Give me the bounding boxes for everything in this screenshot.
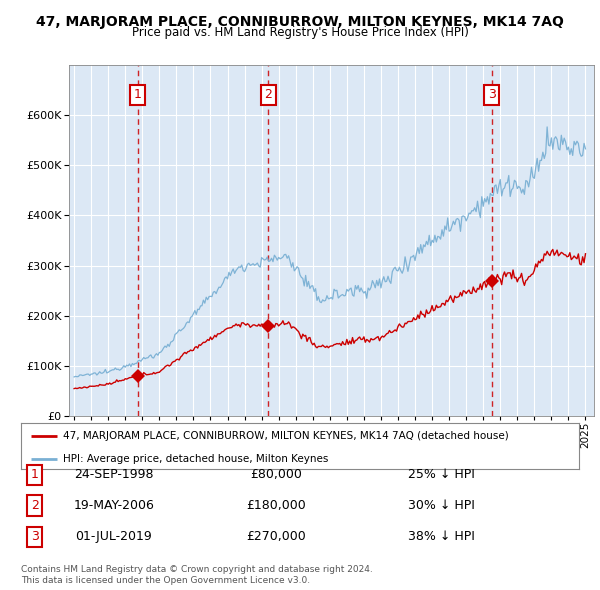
Text: 1: 1 bbox=[31, 468, 39, 481]
Text: Contains HM Land Registry data © Crown copyright and database right 2024.
This d: Contains HM Land Registry data © Crown c… bbox=[21, 565, 373, 585]
Text: HPI: Average price, detached house, Milton Keynes: HPI: Average price, detached house, Milt… bbox=[63, 454, 328, 464]
Text: 01-JUL-2019: 01-JUL-2019 bbox=[76, 530, 152, 543]
Text: 19-MAY-2006: 19-MAY-2006 bbox=[74, 499, 154, 512]
Text: 25% ↓ HPI: 25% ↓ HPI bbox=[408, 468, 475, 481]
Text: 1: 1 bbox=[134, 88, 142, 101]
Text: £80,000: £80,000 bbox=[250, 468, 302, 481]
Text: £180,000: £180,000 bbox=[246, 499, 306, 512]
Text: 2: 2 bbox=[31, 499, 39, 512]
Text: 30% ↓ HPI: 30% ↓ HPI bbox=[408, 499, 475, 512]
Text: 3: 3 bbox=[31, 530, 39, 543]
Text: £270,000: £270,000 bbox=[246, 530, 306, 543]
Text: 24-SEP-1998: 24-SEP-1998 bbox=[74, 468, 154, 481]
Text: 47, MARJORAM PLACE, CONNIBURROW, MILTON KEYNES, MK14 7AQ: 47, MARJORAM PLACE, CONNIBURROW, MILTON … bbox=[36, 15, 564, 29]
Text: 38% ↓ HPI: 38% ↓ HPI bbox=[408, 530, 475, 543]
Text: 3: 3 bbox=[488, 88, 496, 101]
Text: Price paid vs. HM Land Registry's House Price Index (HPI): Price paid vs. HM Land Registry's House … bbox=[131, 26, 469, 39]
Text: 2: 2 bbox=[264, 88, 272, 101]
Text: 47, MARJORAM PLACE, CONNIBURROW, MILTON KEYNES, MK14 7AQ (detached house): 47, MARJORAM PLACE, CONNIBURROW, MILTON … bbox=[63, 431, 509, 441]
